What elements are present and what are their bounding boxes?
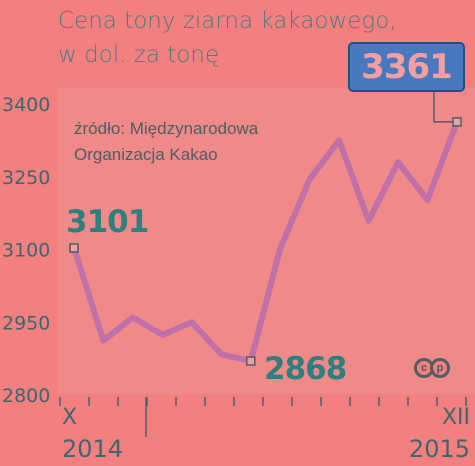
x-label-right-month: XII <box>442 405 470 430</box>
min-value-label: 2868 <box>264 351 346 387</box>
last-value-badge: 3361 <box>348 42 465 92</box>
public-domain-icon: p <box>430 358 450 378</box>
y-tick-label: 2950 <box>2 312 50 334</box>
x-label-left-year: 2014 <box>62 435 123 463</box>
last-value-leader <box>433 92 453 123</box>
source-line1: źródło: Międzynarodowa <box>74 119 259 138</box>
y-tick-label: 3250 <box>2 167 50 189</box>
x-label-left-month: X <box>62 405 77 430</box>
y-tick-label: 2800 <box>2 385 50 407</box>
min-point-marker <box>246 356 256 366</box>
chart-title: Cena tony ziarna kakaowego, w dol. za to… <box>58 4 397 72</box>
source-note: źródło: Międzynarodowa Organizacja Kakao <box>74 116 258 168</box>
chart-title-line1: Cena tony ziarna kakaowego, <box>58 8 397 34</box>
x-axis <box>59 397 467 437</box>
chart-title-line2: w dol. za tonę <box>58 42 220 68</box>
first-point-marker <box>69 243 79 253</box>
y-tick-label: 3400 <box>2 94 50 116</box>
license-logo: c p <box>414 358 450 378</box>
plot-background <box>58 88 475 394</box>
creative-commons-icon: c <box>414 358 434 378</box>
first-value-label: 3101 <box>66 204 148 240</box>
last-point-marker <box>452 117 462 127</box>
y-axis: 2800 2950 3100 3250 3400 <box>2 94 50 407</box>
price-line <box>71 118 460 365</box>
y-tick-label: 3100 <box>2 240 50 262</box>
source-line2: Organizacja Kakao <box>74 145 218 164</box>
x-label-right-year: 2015 <box>409 435 470 463</box>
